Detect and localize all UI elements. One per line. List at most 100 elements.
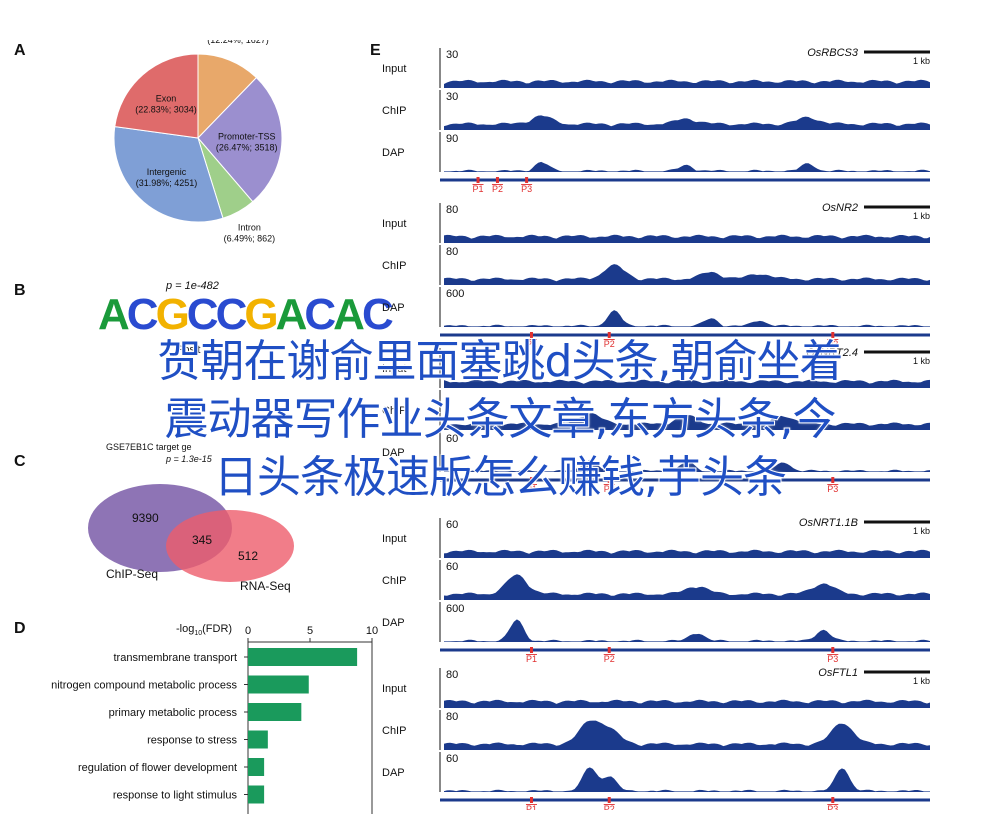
promoter-label: P1 xyxy=(526,339,537,349)
promoter-label: P2 xyxy=(604,484,615,494)
bar xyxy=(248,785,265,804)
coverage-track xyxy=(444,310,930,327)
track-label: DAP xyxy=(382,617,405,629)
venn-left-label: ChIP-Seq xyxy=(106,567,158,581)
motif-letter: G xyxy=(155,290,190,339)
motif-logo-top: ACGCCGACAC xyxy=(98,290,394,339)
bar-category-label: response to light stimulus xyxy=(113,790,238,802)
coverage-track xyxy=(444,379,930,388)
gene-block: OsRBCS3 1 kb Input 30 ChIP 30 DAP 90 P1 P2 P3 xyxy=(382,47,930,194)
track-label: ChIP xyxy=(382,260,406,272)
x-tick-label: 0 xyxy=(245,625,251,637)
promoter-label: P3 xyxy=(827,804,838,810)
promoter-mark xyxy=(607,797,611,803)
motif-rev-label: Reve xyxy=(176,414,202,426)
track-label: ChIP xyxy=(382,575,406,587)
bar xyxy=(248,703,302,721)
motif-panel: p = 1e-482 ACGCCGACAC Posit Reve GSE7EB1… xyxy=(96,280,394,464)
promoter-mark xyxy=(607,647,611,653)
coverage-track xyxy=(444,699,930,708)
coverage-track xyxy=(444,413,930,430)
motif-letter: A xyxy=(333,290,365,339)
motif-letter: A xyxy=(275,290,308,339)
coverage-track xyxy=(444,264,930,285)
pie-slice-exon xyxy=(114,53,199,139)
pie-label-name: Intron xyxy=(238,223,261,233)
motif-target-label: GSE7EB1C target ge xyxy=(106,442,192,452)
panel-label-e: E xyxy=(370,42,381,59)
track-label: Input xyxy=(382,363,406,375)
promoter-mark xyxy=(831,647,835,653)
track-max-label: 90 xyxy=(446,133,458,145)
bar-category-label: nitrogen compound metabolic process xyxy=(51,680,237,692)
bar-category-label: primary metabolic process xyxy=(109,707,238,719)
motif-letter: C xyxy=(126,290,159,339)
venn-overlap-count: 345 xyxy=(192,533,212,547)
track-label: DAP xyxy=(382,302,405,314)
bar-category-label: transmembrane transport xyxy=(114,652,238,664)
track-max-label: 60 xyxy=(446,433,458,445)
venn-diagram: 9390 345 512 ChIP-Seq RNA-Seq xyxy=(88,484,294,593)
track-max-label: 60 xyxy=(446,561,458,573)
promoter-mark xyxy=(529,332,533,338)
track-label: Input xyxy=(382,683,406,695)
track-label: ChIP xyxy=(382,105,406,117)
bar-chart-frame xyxy=(247,641,373,814)
gene-name: OsNRT1.1B xyxy=(799,517,858,529)
promoter-label: P1 xyxy=(473,184,484,194)
track-max-label: 60 xyxy=(446,753,458,765)
scale-label: 1 kb xyxy=(913,56,930,66)
pie-slice-tts xyxy=(197,53,258,140)
pie-slice-intergenic xyxy=(113,126,224,223)
track-label: DAP xyxy=(382,147,405,159)
coverage-track xyxy=(444,574,930,600)
track-max-label: 30 xyxy=(446,49,458,61)
bar-category-label: regulation of flower development xyxy=(78,762,237,774)
promoter-label: P1 xyxy=(526,804,537,810)
promoter-label: P3 xyxy=(827,654,838,664)
bar-chart-xlabel: -log10(FDR) xyxy=(176,623,232,637)
overlay-text-line2: 震动器写作业头条文章,东方头条,今 xyxy=(164,393,838,446)
promoter-mark xyxy=(831,797,835,803)
track-max-label: 80 xyxy=(446,204,458,216)
promoter-label: P1 xyxy=(526,484,537,494)
x-tick-label: 5 xyxy=(307,625,313,637)
scale-label: 1 kb xyxy=(913,676,930,686)
gene-block: OsNR2 1 kb Input 80 ChIP 80 DAP 600 P1 P2 P3 xyxy=(382,202,930,349)
motif-letter: C xyxy=(361,290,394,339)
promoter-label: P1 xyxy=(526,654,537,664)
bar xyxy=(248,758,265,776)
track-max-label: 80 xyxy=(446,711,458,723)
motif-letter: C xyxy=(186,290,219,339)
promoter-mark xyxy=(476,177,480,183)
overlay-text-line3: 日头条极速版怎么赚钱,芋头条 xyxy=(213,451,788,504)
gene-block: OsNRT2.4 1 kb Input ChIP DAP 60 P1 P2 P3 xyxy=(382,347,930,494)
venn-right-label: RNA-Seq xyxy=(240,579,291,593)
pie-slice-promoter-tss xyxy=(197,76,283,203)
coverage-track xyxy=(444,459,930,472)
promoter-label: P2 xyxy=(492,184,503,194)
scale-label: 1 kb xyxy=(913,211,930,221)
motif-target-p: p = 1.3e-15 xyxy=(166,454,212,464)
track-label: DAP xyxy=(382,767,405,779)
track-label: Input xyxy=(382,533,406,545)
gene-name: OsNR2 xyxy=(822,202,858,214)
gene-block: OsFTL1 1 kb Input 80 ChIP 80 DAP 60 P1 P2 P3 xyxy=(382,667,930,810)
track-max-label: 30 xyxy=(446,91,458,103)
motif-letter: G xyxy=(244,290,278,339)
gene-name: OsNRT2.4 xyxy=(806,347,858,359)
promoter-mark xyxy=(529,797,533,803)
coverage-track xyxy=(444,115,930,130)
promoter-label: P2 xyxy=(604,339,615,349)
promoter-mark xyxy=(607,477,611,483)
promoter-mark xyxy=(529,477,533,483)
motif-letter: C xyxy=(215,290,248,339)
motif-letter: A xyxy=(98,290,130,339)
gene-name: OsFTL1 xyxy=(818,667,858,679)
panel-label-d: D xyxy=(14,620,26,637)
motif-pos-label: Posit xyxy=(176,344,201,356)
track-label: DAP xyxy=(382,447,405,459)
bar-category-label: response to stress xyxy=(147,735,237,747)
pie-label-name: Exon xyxy=(156,93,177,103)
